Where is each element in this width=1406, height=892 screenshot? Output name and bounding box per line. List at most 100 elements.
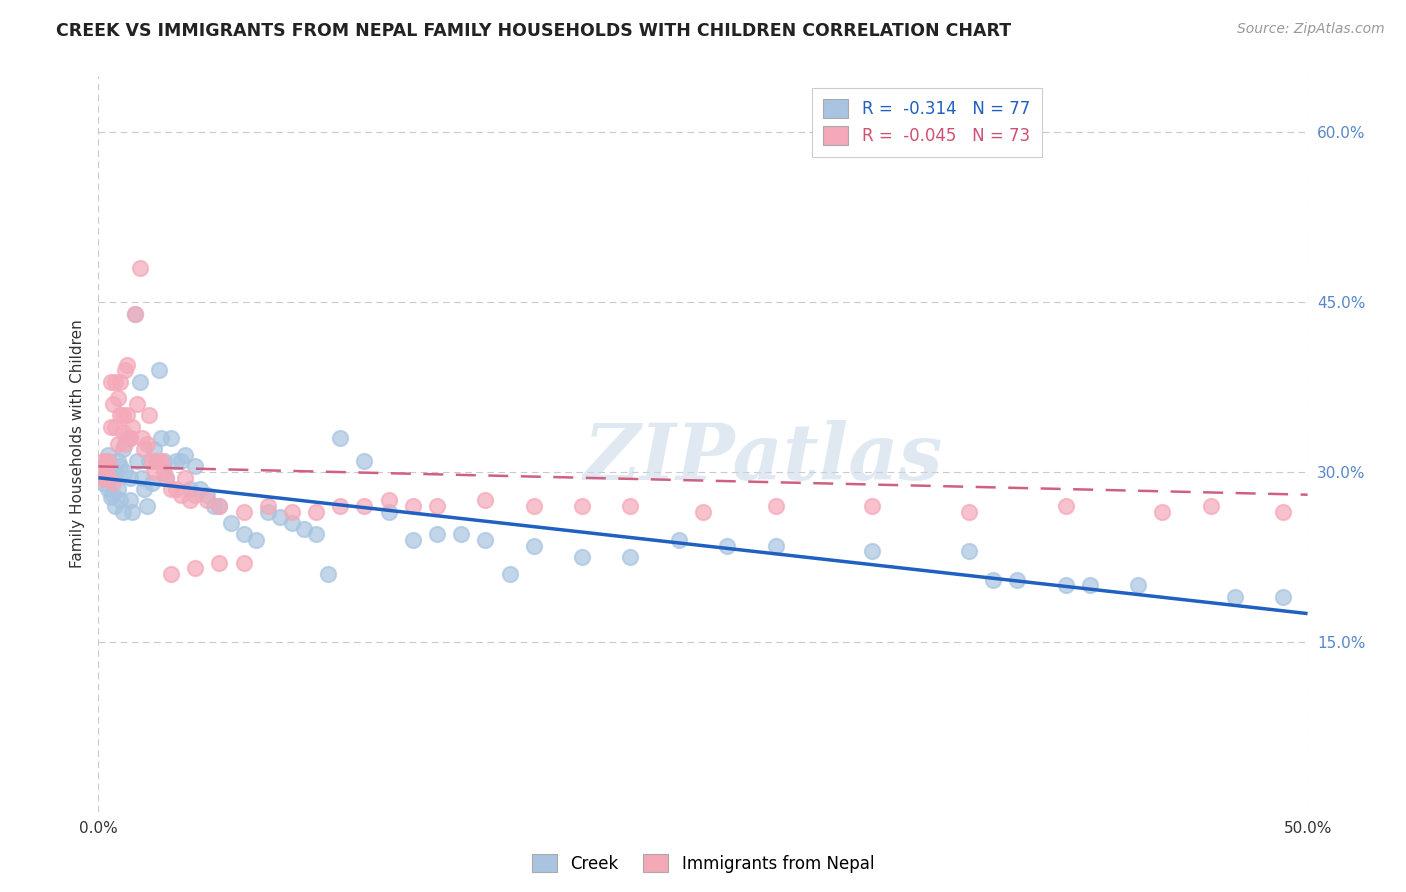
Point	[184, 561, 207, 575]
Point	[498, 566, 520, 581]
Point	[114, 436, 136, 450]
Point	[353, 499, 375, 513]
Point	[155, 471, 177, 485]
Point	[619, 549, 641, 564]
Point	[981, 573, 1004, 587]
Point	[97, 454, 120, 468]
Point	[353, 454, 375, 468]
Point	[1152, 505, 1174, 519]
Point	[150, 431, 173, 445]
Point	[204, 499, 226, 513]
Point	[426, 499, 449, 513]
Point	[101, 488, 124, 502]
Point	[957, 544, 980, 558]
Point	[121, 505, 143, 519]
Point	[152, 454, 174, 468]
Point	[292, 522, 315, 536]
Point	[97, 471, 120, 485]
Point	[169, 454, 191, 468]
Point	[118, 471, 141, 485]
Point	[117, 409, 139, 423]
Point	[860, 544, 883, 558]
Point	[184, 488, 207, 502]
Point	[134, 482, 156, 496]
Point	[150, 454, 173, 468]
Point	[91, 471, 114, 485]
Point	[117, 431, 139, 445]
Point	[179, 493, 201, 508]
Text: CREEK VS IMMIGRANTS FROM NEPAL FAMILY HOUSEHOLDS WITH CHILDREN CORRELATION CHART: CREEK VS IMMIGRANTS FROM NEPAL FAMILY HO…	[56, 22, 1011, 40]
Point	[91, 454, 114, 468]
Point	[138, 409, 160, 423]
Point	[155, 471, 177, 485]
Point	[107, 392, 129, 406]
Point	[111, 505, 134, 519]
Point	[474, 493, 496, 508]
Point	[114, 465, 136, 479]
Point	[571, 549, 593, 564]
Point	[329, 499, 352, 513]
Legend: Creek, Immigrants from Nepal: Creek, Immigrants from Nepal	[524, 847, 882, 880]
Point	[118, 493, 141, 508]
Point	[269, 510, 291, 524]
Point	[101, 471, 124, 485]
Point	[97, 482, 120, 496]
Point	[94, 454, 117, 468]
Point	[104, 499, 127, 513]
Point	[245, 533, 267, 547]
Point	[111, 425, 134, 440]
Point	[108, 493, 131, 508]
Point	[402, 499, 425, 513]
Point	[160, 566, 183, 581]
Point	[571, 499, 593, 513]
Point	[160, 431, 183, 445]
Point	[188, 482, 211, 496]
Point	[377, 505, 399, 519]
Point	[104, 419, 127, 434]
Point	[174, 448, 197, 462]
Point	[402, 533, 425, 547]
Point	[256, 505, 278, 519]
Point	[100, 490, 122, 504]
Point	[145, 454, 167, 468]
Point	[184, 459, 207, 474]
Point	[1128, 578, 1150, 592]
Point	[716, 539, 738, 553]
Point	[148, 363, 170, 377]
Point	[90, 471, 112, 485]
Text: Source: ZipAtlas.com: Source: ZipAtlas.com	[1237, 22, 1385, 37]
Point	[141, 476, 163, 491]
Point	[104, 465, 127, 479]
Point	[131, 431, 153, 445]
Point	[329, 431, 352, 445]
Point	[1054, 578, 1077, 592]
Text: ZIPatlas: ZIPatlas	[583, 420, 943, 497]
Point	[174, 471, 197, 485]
Point	[111, 442, 134, 457]
Point	[1007, 573, 1029, 587]
Point	[165, 482, 187, 496]
Point	[668, 533, 690, 547]
Point	[221, 516, 243, 530]
Point	[143, 465, 166, 479]
Point	[1272, 505, 1295, 519]
Point	[426, 527, 449, 541]
Point	[165, 454, 187, 468]
Point	[305, 505, 328, 519]
Point	[124, 307, 146, 321]
Point	[1054, 499, 1077, 513]
Point	[1223, 590, 1246, 604]
Point	[134, 442, 156, 457]
Point	[1199, 499, 1222, 513]
Point	[377, 493, 399, 508]
Point	[108, 375, 131, 389]
Point	[208, 499, 231, 513]
Point	[195, 493, 218, 508]
Point	[131, 471, 153, 485]
Point	[208, 556, 231, 570]
Point	[94, 459, 117, 474]
Point	[101, 476, 124, 491]
Point	[1272, 590, 1295, 604]
Point	[127, 454, 149, 468]
Point	[121, 419, 143, 434]
